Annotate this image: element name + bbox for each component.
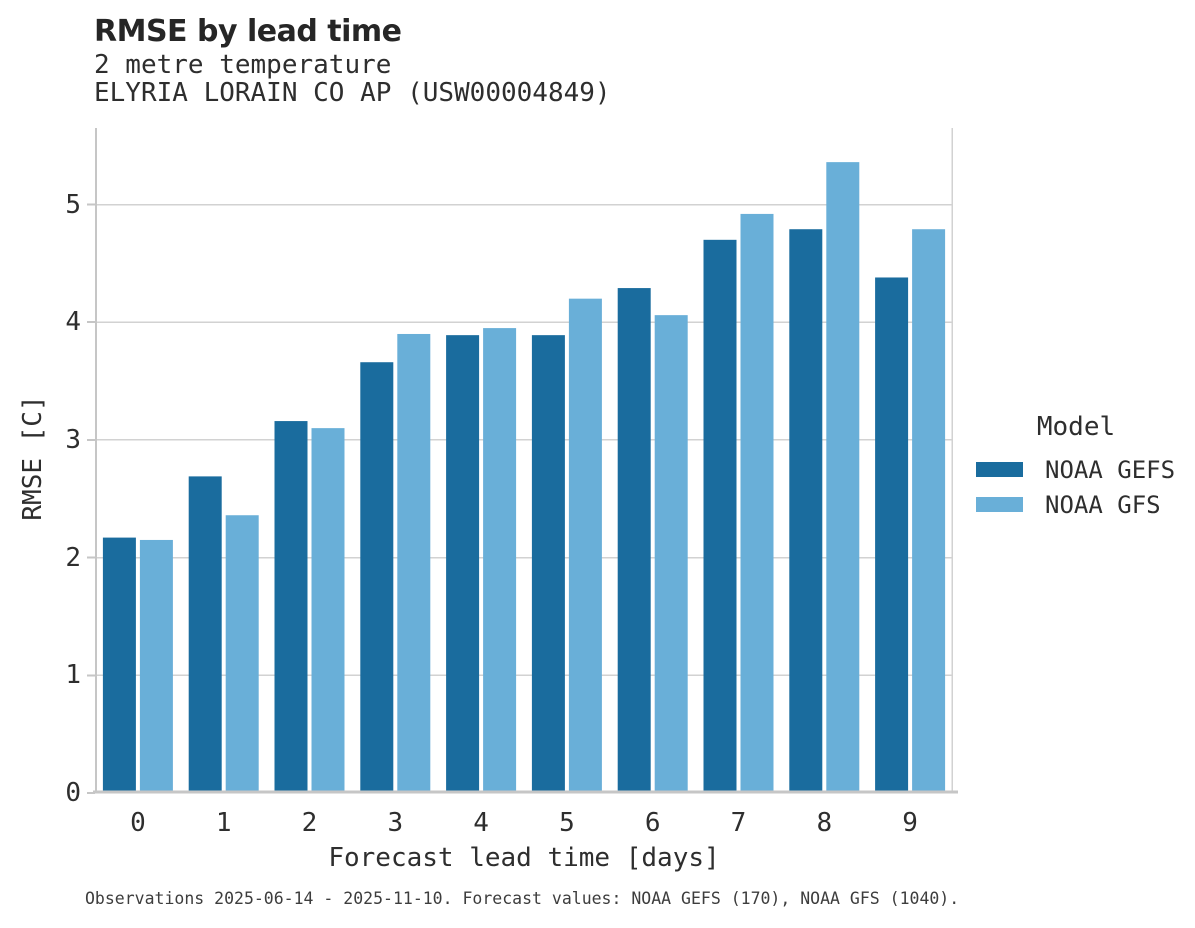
station-name: ELYRIA LORAIN CO AP (USW00004849) [94,78,611,108]
bar-noaa-gefs [188,476,222,793]
bar-noaa-gfs [225,515,259,793]
x-tick-label: 8 [816,808,833,838]
legend-entries: NOAA GEFS NOAA GFS [970,452,1182,522]
bar-noaa-gfs [139,539,173,793]
legend-entry: NOAA GFS [970,487,1182,522]
bar-noaa-gfs [483,328,517,793]
legend-label: NOAA GFS [1045,490,1161,519]
bar-noaa-gefs [789,229,823,793]
y-tick-label: 3 [65,424,81,455]
bar-noaa-gefs [102,537,136,793]
y-tick-label: 5 [65,189,81,220]
x-tick-label: 6 [644,808,661,838]
y-tick-label: 4 [65,307,81,338]
x-tick-label: 7 [730,808,747,838]
x-tick-label: 4 [473,808,489,838]
legend-label: NOAA GEFS [1045,455,1176,484]
bar-noaa-gfs [654,315,688,793]
bar-noaa-gefs [446,335,480,793]
x-axis-label: Forecast lead time [days] [328,843,720,873]
bar-noaa-gfs [740,213,774,793]
y-tick-label: 1 [65,660,81,691]
legend-swatch [976,462,1023,477]
bar-noaa-gefs [617,288,651,793]
footer-note: Observations 2025-06-14 - 2025-11-10. Fo… [85,889,960,908]
x-tick-label: 0 [130,808,146,838]
bar-noaa-gfs [397,333,431,793]
bar-noaa-gefs [875,277,909,793]
bar-chart-svg [87,128,958,794]
legend-swatch [976,497,1023,512]
plot-area [87,128,958,794]
x-tick-label: 1 [215,808,232,838]
y-tick-label: 0 [65,778,81,808]
bar-noaa-gefs [360,362,394,793]
x-tick-label: 3 [387,808,404,838]
x-tick-label: 2 [301,808,318,838]
chart-subtitle: 2 metre temperature [94,50,392,80]
legend-title: Model [1036,412,1116,442]
bar-noaa-gfs [311,428,345,793]
legend: Model NOAA GEFS NOAA GFS [970,412,1182,522]
y-tick-label: 2 [65,542,81,573]
bar-noaa-gfs [568,298,602,793]
bar-noaa-gfs [912,229,946,793]
bar-noaa-gefs [274,421,308,793]
y-axis-label: RMSE [C] [18,395,48,521]
bar-noaa-gefs [703,239,737,793]
chart-title: RMSE by lead time [94,14,402,49]
x-tick-label: 9 [902,808,918,838]
x-tick-label: 5 [559,808,575,838]
legend-entry: NOAA GEFS [970,452,1182,487]
bar-noaa-gfs [826,162,860,793]
bar-noaa-gefs [531,335,565,793]
